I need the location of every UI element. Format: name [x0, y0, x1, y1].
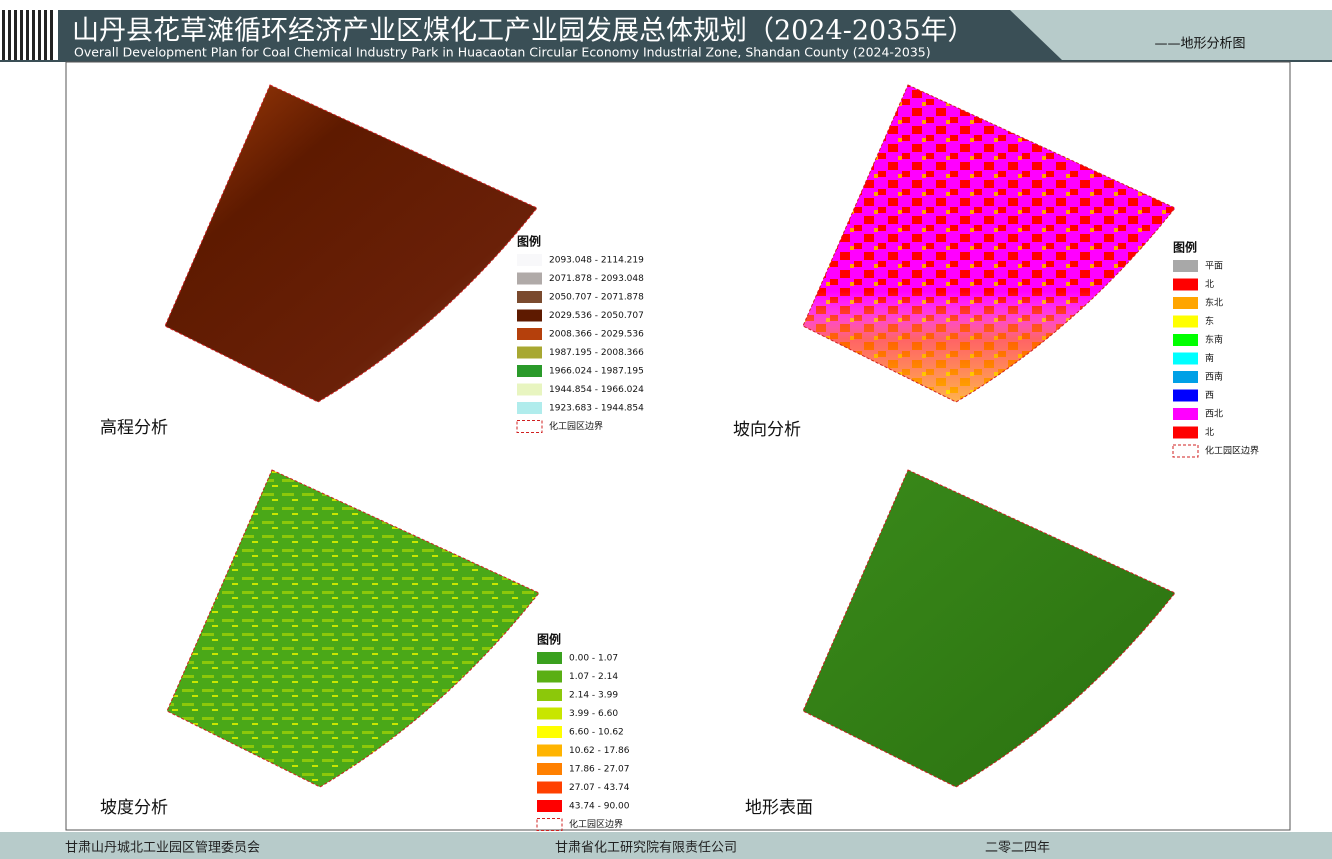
legend-swatch	[517, 365, 542, 377]
header-bar	[58, 10, 1062, 60]
legend-label: 东	[1205, 315, 1214, 327]
legend-label: 0.00 - 1.07	[569, 654, 618, 664]
legend-swatch	[1173, 371, 1198, 383]
footer-left: 甘肃山丹城北工业园区管理委员会	[65, 841, 260, 856]
legend-label: 3.99 - 6.60	[569, 709, 618, 719]
legend-swatch	[1173, 426, 1198, 439]
legend-swatch	[537, 670, 562, 683]
legend-label: 2.14 - 3.99	[569, 691, 618, 701]
legend-swatch	[1173, 260, 1198, 272]
legend-swatch	[537, 707, 562, 720]
map-boundary	[164, 84, 538, 403]
legend-label: 10.62 - 17.86	[569, 746, 630, 756]
legend-title: 图例	[537, 632, 561, 647]
header-band	[1000, 10, 1332, 62]
legend-swatch	[536, 818, 563, 831]
legend-label: 43.74 - 90.00	[569, 802, 630, 812]
panel-label: 坡度分析	[100, 798, 168, 818]
legend-swatch	[537, 800, 562, 812]
header-rule	[0, 60, 1332, 62]
legend-label: 2008.366 - 2029.536	[549, 330, 644, 340]
footer-right: 二零二四年	[985, 841, 1050, 856]
map-boundary	[802, 84, 1176, 403]
map-boundary	[166, 469, 540, 788]
legend-swatch	[537, 652, 562, 664]
legend-swatch	[517, 309, 542, 322]
subtitle: Overall Development Plan for Coal Chemic…	[74, 45, 931, 60]
legend-label: 2050.707 - 2071.878	[549, 293, 644, 303]
legend-swatch	[1173, 278, 1198, 291]
frame	[65, 61, 1291, 831]
legend-label: 南	[1205, 352, 1214, 364]
legend-label: 北	[1205, 427, 1214, 438]
legend-swatch	[1173, 334, 1198, 346]
legend-label: 东北	[1205, 297, 1223, 309]
legend-label: 化工园区边界	[1205, 445, 1259, 457]
legend-title: 图例	[517, 234, 541, 249]
title: 山丹县花草滩循环经济产业区煤化工产业园发展总体规划（2024-2035年）	[72, 16, 975, 47]
legend-swatch	[517, 291, 542, 303]
legend-label: 6.60 - 10.62	[569, 728, 624, 738]
legend-swatch	[1173, 315, 1198, 328]
legend-label: 17.86 - 27.07	[569, 765, 630, 775]
panel-label: 高程分析	[100, 418, 168, 438]
legend-label: 化工园区边界	[569, 818, 623, 830]
legend-label: 西北	[1205, 409, 1223, 420]
legend-swatch	[537, 726, 562, 738]
legend-swatch	[1173, 389, 1198, 402]
legend-swatch	[517, 254, 542, 266]
legend-label: 东南	[1205, 334, 1223, 346]
map-area	[803, 85, 1175, 402]
legend-swatch	[516, 420, 543, 433]
legend-label: 北	[1205, 279, 1214, 290]
panel-label: 坡向分析	[733, 420, 801, 440]
legend-label: 1.07 - 2.14	[569, 672, 618, 682]
map-area	[167, 470, 539, 787]
legend-swatch	[537, 763, 562, 775]
legend-swatch	[537, 781, 562, 794]
legend-swatch	[537, 744, 562, 757]
footer-center: 甘肃省化工研究院有限责任公司	[555, 841, 737, 856]
panel-label: 地形表面	[745, 798, 813, 818]
legend-swatch	[517, 383, 542, 396]
legend-swatch	[1173, 297, 1198, 309]
legend-label: 1966.024 - 1987.195	[549, 367, 644, 377]
legend-label: 2071.878 - 2093.048	[549, 274, 644, 284]
legend-label: 2029.536 - 2050.707	[549, 311, 644, 321]
legend-label: 2093.048 - 2114.219	[549, 256, 644, 266]
legend-swatch	[517, 272, 542, 285]
legend-label: 27.07 - 43.74	[569, 783, 630, 793]
map-area	[165, 85, 537, 402]
legend-label: 西南	[1205, 371, 1223, 383]
legend-swatch	[517, 402, 542, 414]
legend-label: 1987.195 - 2008.366	[549, 348, 644, 358]
footer-band	[0, 832, 1332, 859]
legend-swatch	[517, 346, 542, 359]
legend-swatch	[1172, 444, 1199, 458]
legend-swatch	[517, 328, 542, 340]
map-area	[803, 470, 1175, 787]
legend-swatch	[1173, 408, 1198, 420]
legend-title: 图例	[1173, 240, 1197, 255]
map-boundary	[802, 469, 1176, 788]
stripes	[2, 10, 53, 60]
legend-label: 1923.683 - 1944.854	[549, 404, 644, 414]
legend-label: 西	[1205, 390, 1214, 401]
legend-label: 化工园区边界	[549, 420, 603, 432]
legend-swatch	[1173, 352, 1198, 365]
legend-label: 1944.854 - 1966.024	[549, 385, 644, 395]
legend-label: 平面	[1205, 261, 1223, 272]
legend-swatch	[537, 689, 562, 701]
tag: ——地形分析图	[1154, 37, 1245, 52]
